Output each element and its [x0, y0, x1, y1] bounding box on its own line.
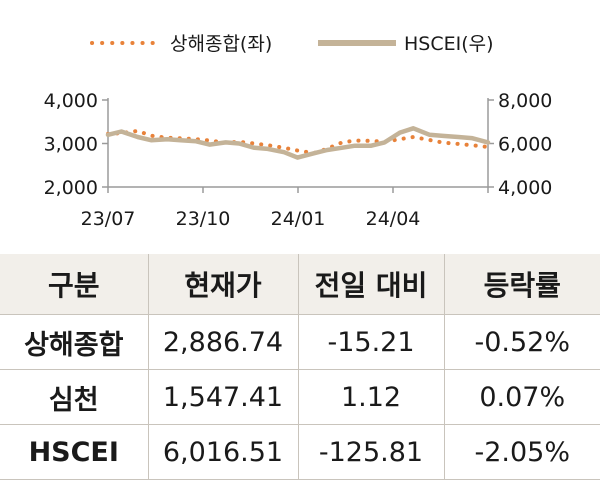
- row-name: HSCEI: [0, 424, 148, 480]
- y-right-tick-label: 4,000: [498, 177, 552, 199]
- index-quote-table: 구분 현재가 전일 대비 등락률 상해종합 2,886.74 -15.21 -0…: [0, 254, 600, 480]
- x-tick-label: 24/04: [366, 208, 421, 230]
- row-rate: -0.52%: [443, 314, 600, 370]
- chart-legend: 상해종합(좌) HSCEI(우): [90, 33, 494, 55]
- row-rate: -2.05%: [443, 424, 600, 480]
- y-left-tick-label: 4,000: [44, 90, 98, 112]
- series-line-hscei: [105, 126, 491, 160]
- row-name: 상해종합: [0, 314, 148, 370]
- row-price: 6,016.51: [147, 424, 298, 480]
- index-line-chart: 상해종합(좌) HSCEI(우) 2,000 3,000 4,000 4,000 6,0…: [44, 33, 553, 230]
- header-category: 구분: [0, 254, 148, 315]
- row-change: -15.21: [297, 314, 444, 370]
- x-tick-label: 24/01: [271, 208, 326, 230]
- legend-label-shanghai: 상해종합(좌): [170, 33, 272, 55]
- row-price: 1,547.41: [147, 369, 298, 425]
- row-change: 1.12: [297, 369, 444, 425]
- table-header-row: 구분 현재가 전일 대비 등락률: [0, 254, 600, 315]
- header-change-rate: 등락률: [443, 254, 600, 315]
- x-tick-label: 23/07: [81, 208, 136, 230]
- row-change: -125.81: [297, 424, 444, 480]
- header-current-price: 현재가: [147, 254, 298, 315]
- y-left-tick-label: 3,000: [44, 134, 98, 156]
- table-row: 상해종합 2,886.74 -15.21 -0.52%: [0, 314, 600, 370]
- y-right-tick-label: 6,000: [498, 134, 552, 156]
- row-rate: 0.07%: [443, 369, 600, 425]
- table-row: 심천 1,547.41 1.12 0.07%: [0, 369, 600, 425]
- legend-label-hscei: HSCEI(우): [404, 33, 494, 55]
- chart-axes: 2,000 3,000 4,000 4,000 6,000 8,000 23/07 23/10…: [44, 90, 553, 230]
- y-right-tick-label: 8,000: [498, 90, 552, 112]
- table-row: HSCEI 6,016.51 -125.81 -2.05%: [0, 424, 600, 480]
- y-left-tick-label: 2,000: [44, 177, 98, 199]
- header-change: 전일 대비: [297, 254, 444, 315]
- row-name: 심천: [0, 369, 148, 425]
- x-tick-label: 23/10: [176, 208, 231, 230]
- chart-plot-area: [105, 126, 491, 160]
- row-price: 2,886.74: [147, 314, 298, 370]
